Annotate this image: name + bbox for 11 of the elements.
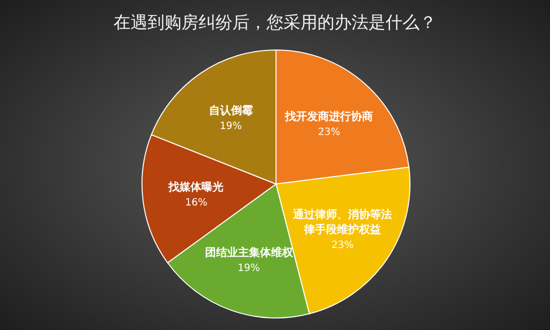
data-label: 16% [185,198,208,209]
data-label: 19% [238,263,260,274]
slice-label: 找媒体曝光 [168,180,224,194]
slice-label: 通过律师、消协等法律手段维护权益 [292,208,392,236]
slice-label: 找开发商进行协商 [284,110,374,124]
data-label: 23% [331,240,354,252]
data-label: 23% [318,127,340,138]
chart-title: 在遇到购房纠纷后，您采用的办法是什么？ [114,13,436,33]
slice-label: 团结业主集体维权 [204,246,294,260]
slice-label: 自认倒霉 [208,104,253,118]
data-label: 19% [220,121,242,132]
